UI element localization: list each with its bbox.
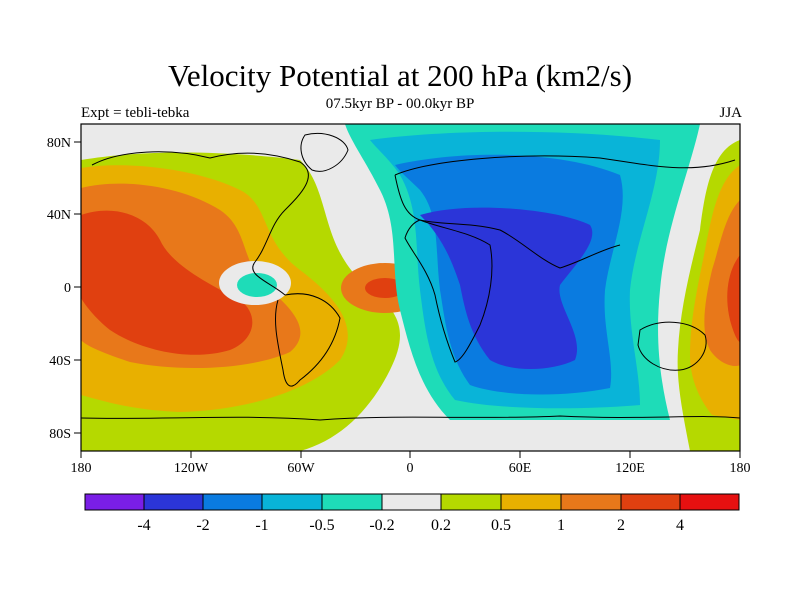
colorbar-frame <box>84 493 740 511</box>
lat-tick-label: 80S <box>49 427 71 442</box>
colorbar-label: -4 <box>137 517 150 534</box>
colorbar-label: 1 <box>557 517 565 534</box>
colorbar-box <box>680 494 739 510</box>
colorbar-label: -1 <box>255 517 268 534</box>
lon-tick-label: 0 <box>407 461 414 476</box>
lat-axis: 80N 40N 0 40S 80S <box>47 136 81 442</box>
lon-tick-label: 180 <box>730 461 751 476</box>
map-title: Velocity Potential at 200 hPa (km2/s) <box>167 58 633 93</box>
colorbar-box <box>144 494 203 510</box>
colorbar-label: -0.5 <box>309 517 334 534</box>
season-label: JJA <box>719 105 742 121</box>
contour-field <box>81 124 740 451</box>
coastline-south-america <box>275 293 341 387</box>
colorbar-box <box>85 494 144 510</box>
lon-tick-label: 120E <box>615 461 645 476</box>
colorbar-label: 0.2 <box>431 517 451 534</box>
colorbar-label: 2 <box>617 517 625 534</box>
lat-tick-label: 40S <box>49 354 71 369</box>
contour-atlantic-pos-inner <box>365 278 405 298</box>
coastlines <box>81 133 740 421</box>
colorbar-box <box>322 494 382 510</box>
lon-axis: 180 120W 60W 0 60E 120E 180 <box>71 451 751 476</box>
colorbar-box <box>441 494 501 510</box>
coastline-australia <box>637 321 707 371</box>
contour-wpac-pos-2 <box>704 200 740 367</box>
colorbar-box <box>561 494 621 510</box>
map-subtitle: 07.5kyr BP - 00.0kyr BP <box>325 96 475 112</box>
colorbar-box <box>262 494 322 510</box>
contour-neg-pocket-inner <box>237 273 277 297</box>
colorbar-box <box>501 494 561 510</box>
contour-wpac-pos-4 <box>727 255 740 342</box>
coastline-africa <box>404 219 493 363</box>
lat-tick-label: 40N <box>47 208 71 223</box>
coastline-north-america <box>91 151 309 296</box>
contour-neg-2 <box>420 207 593 369</box>
contour-pos-4 <box>81 210 253 355</box>
lon-tick-label: 60E <box>509 461 532 476</box>
lon-tick-label: 60W <box>287 461 315 476</box>
lon-tick-label: 180 <box>71 461 92 476</box>
coastline-greenland <box>300 133 349 172</box>
lat-tick-label: 0 <box>64 281 71 296</box>
colorbar-label: -2 <box>196 517 209 534</box>
coastline-antarctica <box>81 415 740 421</box>
colorbar-label: 0.5 <box>491 517 511 534</box>
lon-tick-label: 120W <box>174 461 209 476</box>
colorbar-box <box>382 494 441 510</box>
colorbar-label: 4 <box>676 517 684 534</box>
experiment-label: Expt = tebli-tebka <box>81 105 190 121</box>
coastline-eurasia <box>394 155 736 269</box>
lat-tick-label: 80N <box>47 136 71 151</box>
colorbar-box <box>203 494 262 510</box>
colorbar-box <box>621 494 680 510</box>
colorbar: -4 -2 -1 -0.5 -0.2 0.2 0.5 1 2 4 <box>84 493 740 534</box>
colorbar-label: -0.2 <box>369 517 394 534</box>
